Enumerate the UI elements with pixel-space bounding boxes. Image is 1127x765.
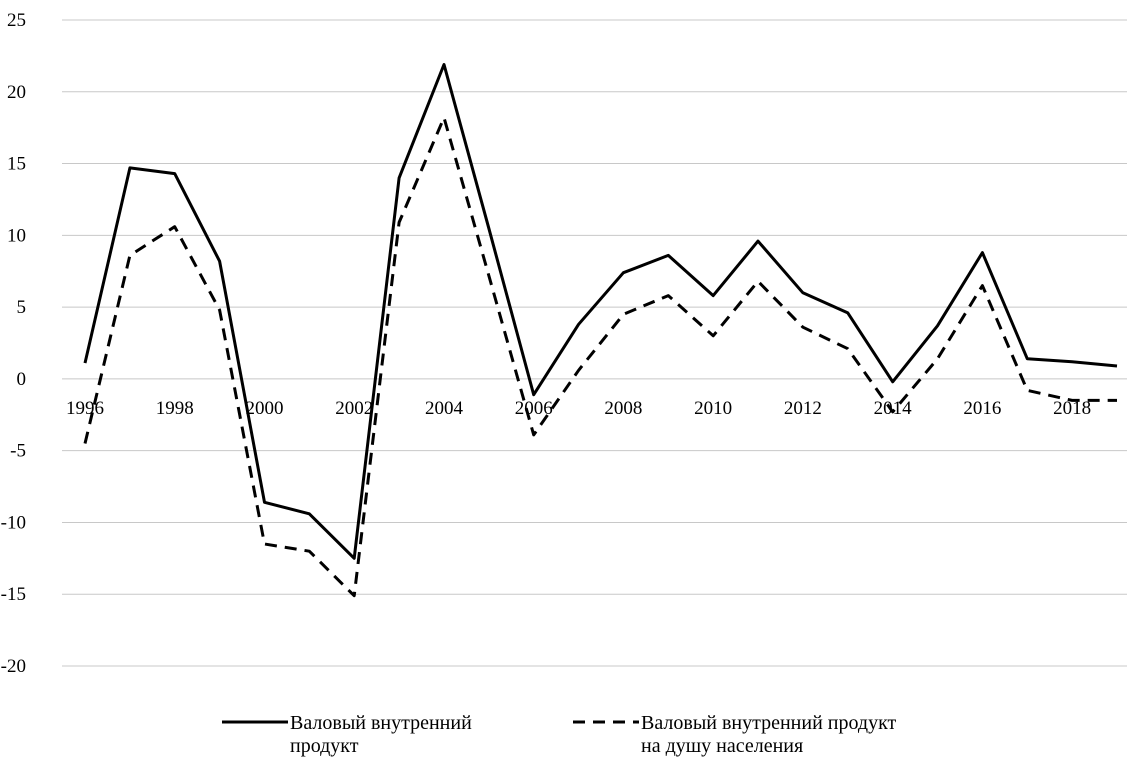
y-tick-label: 20 — [7, 82, 26, 103]
legend-swatch-solid — [222, 720, 288, 724]
x-tick-label: 2006 — [515, 398, 553, 419]
x-tick-label: 1998 — [156, 398, 194, 419]
y-tick-label: 15 — [7, 154, 26, 175]
series-line-gdp — [83, 63, 1118, 560]
y-tick-label: 0 — [17, 369, 27, 390]
legend-swatch-dashed — [573, 720, 639, 724]
y-tick-label: -10 — [1, 512, 26, 533]
x-tick-label: 2004 — [425, 398, 464, 419]
x-tick-label: 2012 — [784, 398, 822, 419]
legend: Валовый внутренний продукт Валовый внутр… — [0, 712, 1127, 765]
x-tick-label: 1996 — [66, 398, 104, 419]
y-tick-label: -15 — [1, 584, 26, 605]
y-tick-label: 10 — [7, 225, 26, 246]
series-line-gdp-per-capita — [83, 116, 1117, 598]
legend-item-gdp: Валовый внутренний продукт — [222, 712, 472, 758]
y-tick-label: -5 — [10, 441, 26, 462]
y-tick-label: -20 — [1, 656, 26, 677]
legend-item-gdp-per-capita: Валовый внутренний продукт на душу насел… — [573, 712, 896, 758]
line-chart: 25 20 15 10 5 0 -5 -10 -15 -20 1996 1998 2000 2002 200… — [1, 10, 1127, 677]
x-tick-label: 2016 — [963, 398, 1001, 419]
y-tick-label: 25 — [7, 10, 26, 31]
x-tick-label: 2010 — [694, 398, 732, 419]
x-tick-label: 2018 — [1053, 398, 1091, 419]
x-tick-label: 2014 — [874, 398, 913, 419]
y-tick-label: 5 — [17, 297, 27, 318]
legend-label-gdp: Валовый внутренний продукт — [290, 712, 472, 757]
x-tick-label: 2002 — [335, 398, 373, 419]
legend-label-gdp-per-capita: Валовый внутренний продукт на душу насел… — [641, 712, 897, 757]
x-tick-label: 2000 — [245, 398, 283, 419]
x-tick-label: 2008 — [604, 398, 642, 419]
